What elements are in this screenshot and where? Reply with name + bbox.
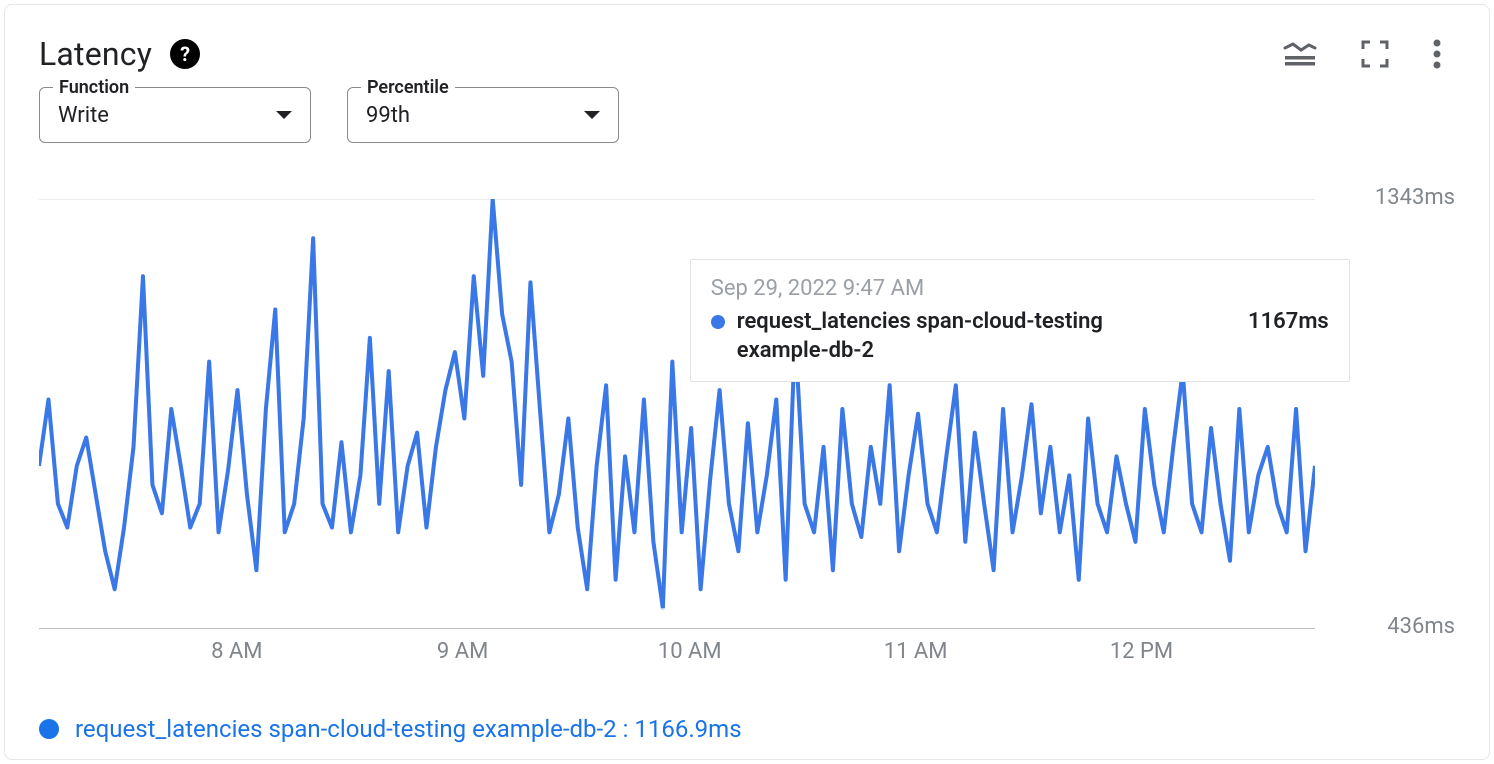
legend-series-label: request_latencies span-cloud-testing exa…: [75, 715, 742, 743]
function-select-label: Function: [53, 77, 135, 98]
x-tick-label: 9 AM: [437, 639, 488, 664]
help-icon[interactable]: ?: [170, 39, 200, 69]
chevron-down-icon: [276, 111, 292, 119]
x-axis: 8 AM 9 AM 10 AM 11 AM 12 PM: [39, 639, 1455, 679]
filters-row: Function Write Percentile 99th: [39, 87, 1455, 143]
fullscreen-icon[interactable]: [1361, 40, 1389, 68]
percentile-select-value: 99th: [366, 103, 410, 128]
latency-card: Latency ?: [4, 4, 1490, 760]
x-tick-label: 11 AM: [884, 639, 948, 664]
y-max-label: 1343ms: [1375, 185, 1455, 210]
x-tick-label: 10 AM: [658, 639, 722, 664]
function-select-value: Write: [58, 103, 109, 128]
x-tick-label: 8 AM: [211, 639, 262, 664]
chart-legend[interactable]: request_latencies span-cloud-testing exa…: [39, 715, 1455, 743]
tooltip-value: 1167ms: [1248, 309, 1329, 334]
tooltip-series-detail: example-db-2: [737, 338, 1329, 363]
tooltip-series-dot: [711, 315, 725, 329]
chevron-down-icon: [584, 111, 600, 119]
chart-area: 1343ms 436ms Sep 29, 2022 9:47 AM reques…: [39, 199, 1455, 629]
card-title: Latency: [39, 35, 152, 73]
chart-tooltip: Sep 29, 2022 9:47 AM request_latencies s…: [690, 259, 1350, 382]
more-options-icon[interactable]: [1433, 39, 1441, 69]
tooltip-series-name: request_latencies span-cloud-testing: [737, 309, 1103, 334]
title-wrap: Latency ?: [39, 35, 200, 73]
legend-series-dot: [39, 719, 59, 739]
x-tick-label: 12 PM: [1110, 639, 1173, 664]
percentile-select[interactable]: Percentile 99th: [347, 87, 619, 143]
tooltip-timestamp: Sep 29, 2022 9:47 AM: [711, 276, 1329, 301]
y-min-label: 436ms: [1387, 614, 1455, 639]
percentile-select-label: Percentile: [361, 77, 455, 98]
function-select[interactable]: Function Write: [39, 87, 311, 143]
legend-toggle-icon[interactable]: [1283, 42, 1317, 66]
card-header: Latency ?: [39, 35, 1455, 73]
header-actions: [1283, 39, 1455, 69]
